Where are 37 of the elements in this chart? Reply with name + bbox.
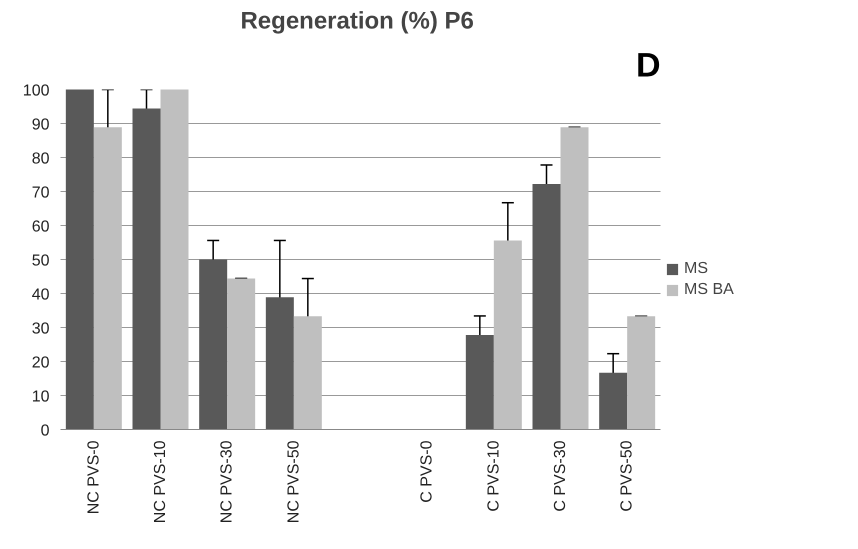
x-tick-label: NC PVS-0 xyxy=(85,440,102,514)
bar xyxy=(94,127,122,430)
x-tick-label: NC PVS-30 xyxy=(218,440,236,524)
bar xyxy=(466,334,494,430)
bar xyxy=(199,260,228,430)
y-tick-label: 50 xyxy=(32,252,50,270)
bar xyxy=(532,184,560,430)
legend-label: MS xyxy=(684,260,708,278)
text: D xyxy=(636,46,661,84)
bar xyxy=(227,278,256,430)
y-tick-label: 20 xyxy=(32,354,50,372)
bar xyxy=(160,90,188,430)
bar xyxy=(132,108,160,430)
y-tick-label: 70 xyxy=(32,184,50,202)
x-tick-label: C PVS-10 xyxy=(485,440,502,512)
legend-label: MS BA xyxy=(684,281,734,299)
x-tick-label: C PVS-50 xyxy=(618,440,636,512)
y-tick-label: 60 xyxy=(32,218,50,236)
y-tick-label: 0 xyxy=(40,422,50,440)
y-tick-label: 10 xyxy=(32,388,50,406)
bar xyxy=(560,127,588,430)
x-tick-label: NC PVS-10 xyxy=(152,440,169,524)
bar xyxy=(66,90,94,430)
bar xyxy=(494,240,522,430)
x-tick-label: C PVS-30 xyxy=(552,440,569,512)
y-tick-label: 100 xyxy=(22,82,50,100)
y-tick-label: 80 xyxy=(32,150,50,168)
bar xyxy=(599,372,628,430)
x-tick-label: NC PVS-50 xyxy=(285,440,302,524)
bar xyxy=(266,297,294,430)
y-tick-label: 90 xyxy=(32,116,50,134)
y-tick-label: 30 xyxy=(32,320,50,338)
chart-title: Regeneration (%) P6 xyxy=(240,8,474,34)
y-tick-label: 40 xyxy=(32,286,50,304)
x-tick-label: C PVS-0 xyxy=(418,440,436,503)
bar xyxy=(627,316,656,430)
bar xyxy=(294,316,322,430)
